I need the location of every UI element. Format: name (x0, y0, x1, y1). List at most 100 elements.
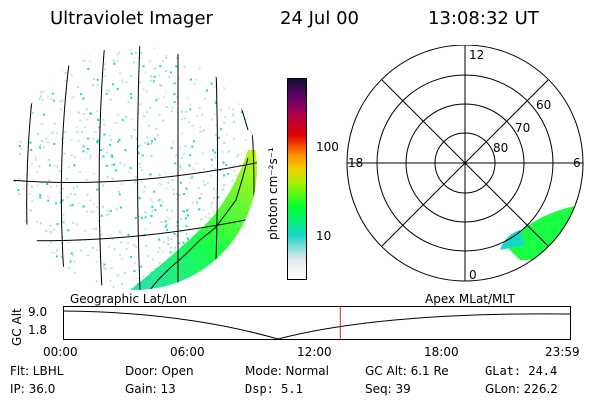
noise-dot (210, 82, 213, 85)
mlt-label-6: 6 (573, 156, 581, 170)
noise-dot (173, 232, 176, 235)
noise-dot (158, 246, 161, 249)
noise-dot (127, 40, 129, 42)
noise-dot (253, 224, 256, 227)
noise-dot (236, 155, 239, 158)
noise-dot (109, 279, 112, 282)
noise-dot (28, 192, 31, 195)
noise-dot (166, 208, 169, 211)
noise-dot (87, 286, 90, 289)
noise-dot (155, 99, 158, 102)
noise-dot (179, 146, 182, 149)
noise-dot (187, 237, 189, 240)
noise-dot (213, 187, 215, 190)
noise-dot (45, 230, 48, 233)
noise-dot (120, 182, 123, 185)
noise-dot (238, 267, 241, 270)
noise-dot (70, 74, 73, 77)
noise-dot (233, 169, 235, 172)
noise-dot (140, 265, 143, 268)
noise-dot (213, 52, 216, 55)
noise-dot (240, 92, 243, 95)
noise-dot (169, 251, 172, 254)
noise-dot (38, 97, 41, 100)
noise-dot (239, 164, 241, 167)
noise-dot (146, 136, 149, 139)
noise-dot (11, 177, 13, 179)
noise-dot (143, 190, 145, 193)
noise-dot (24, 108, 27, 111)
noise-dot (257, 271, 259, 273)
noise-dot (35, 171, 38, 174)
noise-dot (229, 280, 232, 283)
noise-dot (229, 67, 232, 70)
noise-dot (223, 78, 226, 80)
noise-dot (135, 148, 138, 151)
noise-dot (36, 268, 38, 271)
noise-dot (253, 133, 256, 136)
noise-dot (149, 60, 152, 63)
noise-dot (230, 255, 233, 258)
noise-dot (89, 41, 91, 43)
noise-dot (47, 141, 50, 144)
noise-dot (158, 238, 161, 241)
noise-dot (222, 161, 225, 164)
noise-dot (191, 145, 194, 148)
noise-dot (184, 117, 187, 120)
noise-dot (55, 272, 58, 275)
noise-dot (194, 278, 197, 281)
noise-dot (158, 173, 161, 176)
noise-dot (109, 134, 111, 137)
noise-dot (111, 238, 114, 240)
noise-dot (37, 244, 40, 247)
noise-dot (100, 233, 103, 236)
noise-dot (164, 70, 167, 72)
noise-dot (116, 60, 119, 63)
noise-dot (217, 196, 220, 199)
noise-dot (79, 93, 82, 96)
noise-dot (224, 250, 227, 253)
noise-dot (118, 51, 121, 54)
noise-dot (30, 163, 33, 166)
noise-dot (119, 206, 122, 209)
noise-dot (87, 53, 89, 56)
noise-dot (111, 155, 114, 158)
x-tick-0000: 00:00 (43, 345, 78, 359)
info-glat: GLat: 24.4 (485, 364, 558, 378)
noise-dot (249, 92, 252, 95)
noise-dot (68, 41, 70, 43)
noise-dot (199, 130, 202, 133)
noise-dot (73, 156, 76, 159)
noise-dot (255, 90, 257, 93)
noise-dot (90, 210, 93, 213)
noise-dot (113, 161, 116, 164)
noise-dot (144, 227, 147, 230)
noise-dot (72, 254, 75, 257)
noise-dot (222, 78, 225, 81)
noise-dot (244, 139, 247, 142)
noise-dot (241, 234, 243, 237)
noise-dot (231, 179, 234, 182)
noise-dot (168, 76, 171, 79)
noise-dot (151, 214, 154, 217)
noise-dot (217, 50, 220, 53)
noise-dot (149, 222, 152, 225)
noise-dot (63, 152, 66, 155)
noise-dot (89, 51, 92, 54)
noise-dot (86, 210, 89, 213)
noise-dot (185, 225, 188, 228)
noise-dot (248, 231, 251, 234)
noise-dot (59, 47, 62, 50)
noise-dot (90, 112, 93, 115)
noise-dot (13, 50, 16, 53)
noise-dot (240, 40, 242, 42)
noise-dot (149, 173, 152, 176)
noise-dot (215, 72, 217, 75)
noise-dot (86, 254, 89, 256)
noise-dot (30, 64, 33, 67)
noise-dot (204, 97, 207, 100)
noise-dot (189, 108, 192, 111)
info-ip: IP: 36.0 (10, 382, 56, 396)
noise-dot (138, 162, 141, 165)
noise-dot (142, 65, 145, 68)
